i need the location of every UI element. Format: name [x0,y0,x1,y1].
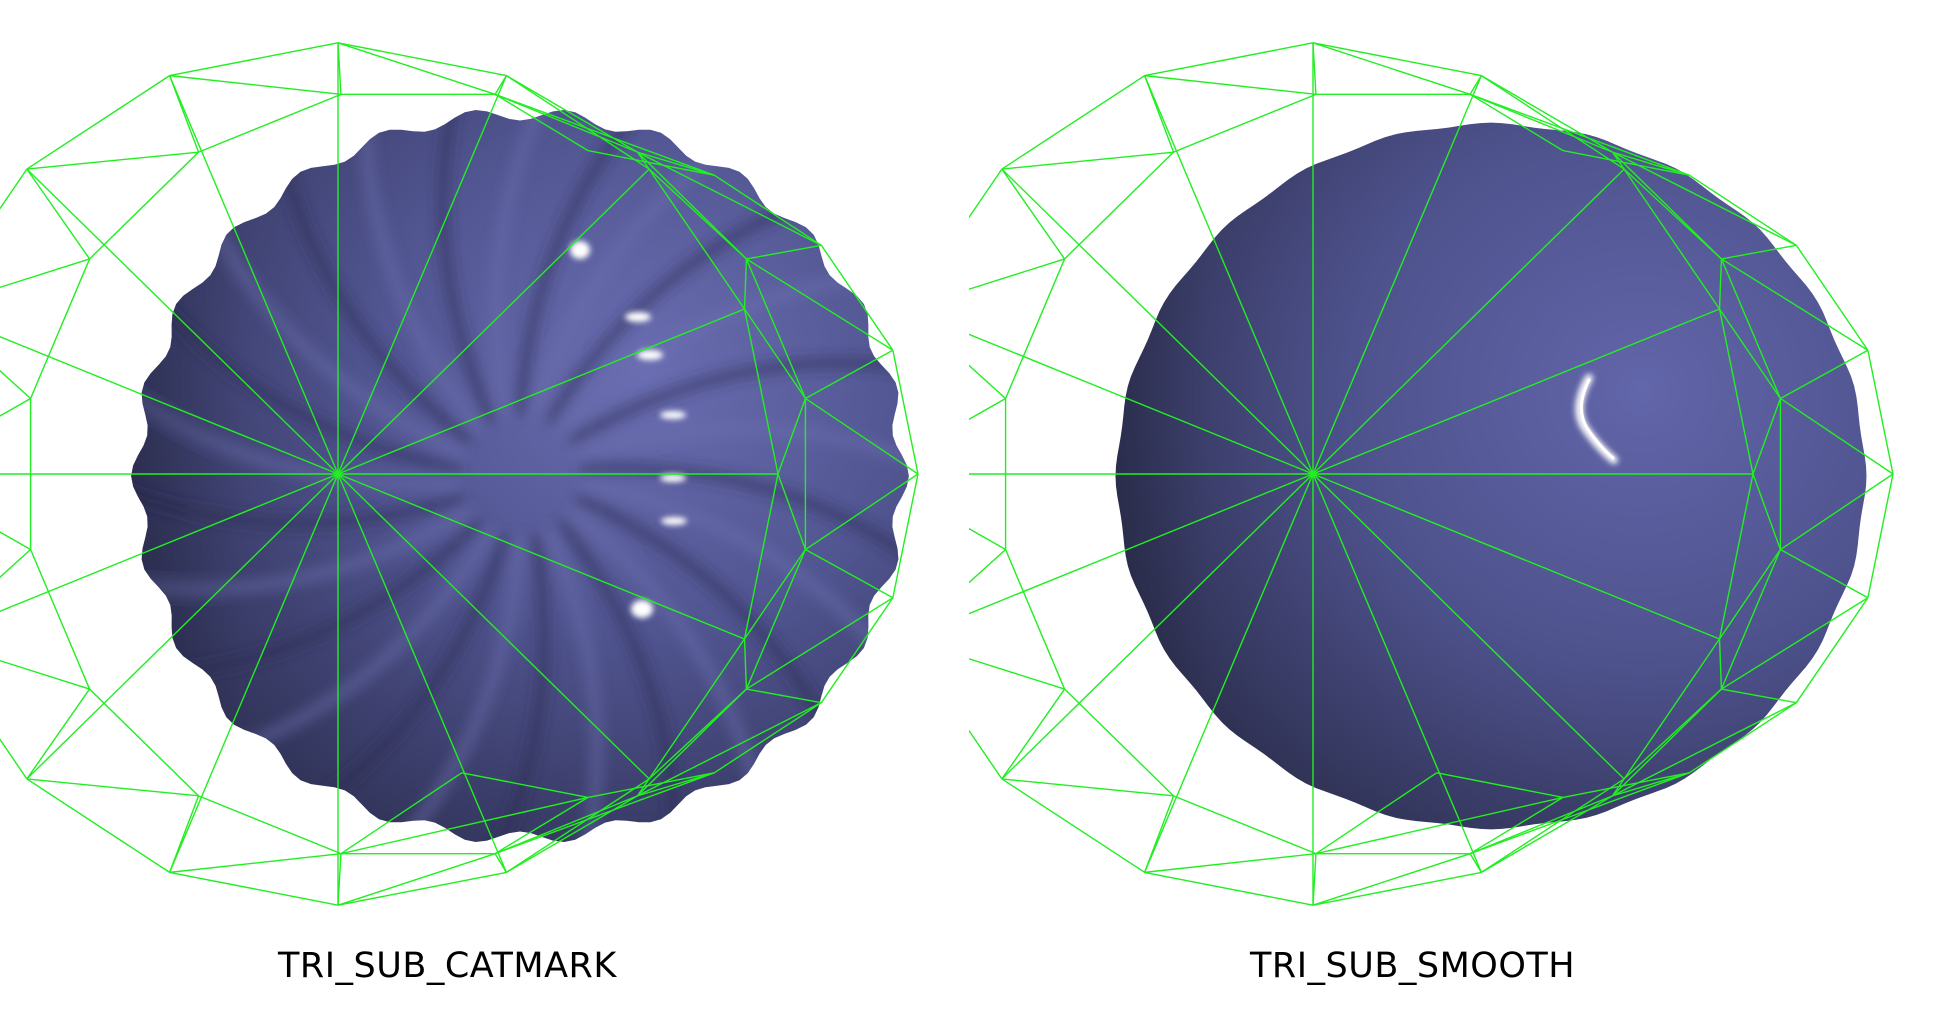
smooth-control-cage [969,42,1894,906]
catmark-cage-apex [335,471,341,477]
catmark-render [0,42,919,906]
catmark-specular-highlights [570,241,687,618]
smooth-surface-shading [1115,122,1867,830]
catmark-caption: TRI_SUB_CATMARK [278,946,617,986]
smooth-caption: TRI_SUB_SMOOTH [1250,946,1576,986]
smooth-cage-apex [1310,471,1316,477]
panel-smooth: TRI_SUB_SMOOTH [969,0,1938,1026]
smooth-render [969,42,1894,906]
panel-catmark: TRI_SUB_CATMARK [0,42,919,986]
catmark-control-cage [0,42,919,906]
